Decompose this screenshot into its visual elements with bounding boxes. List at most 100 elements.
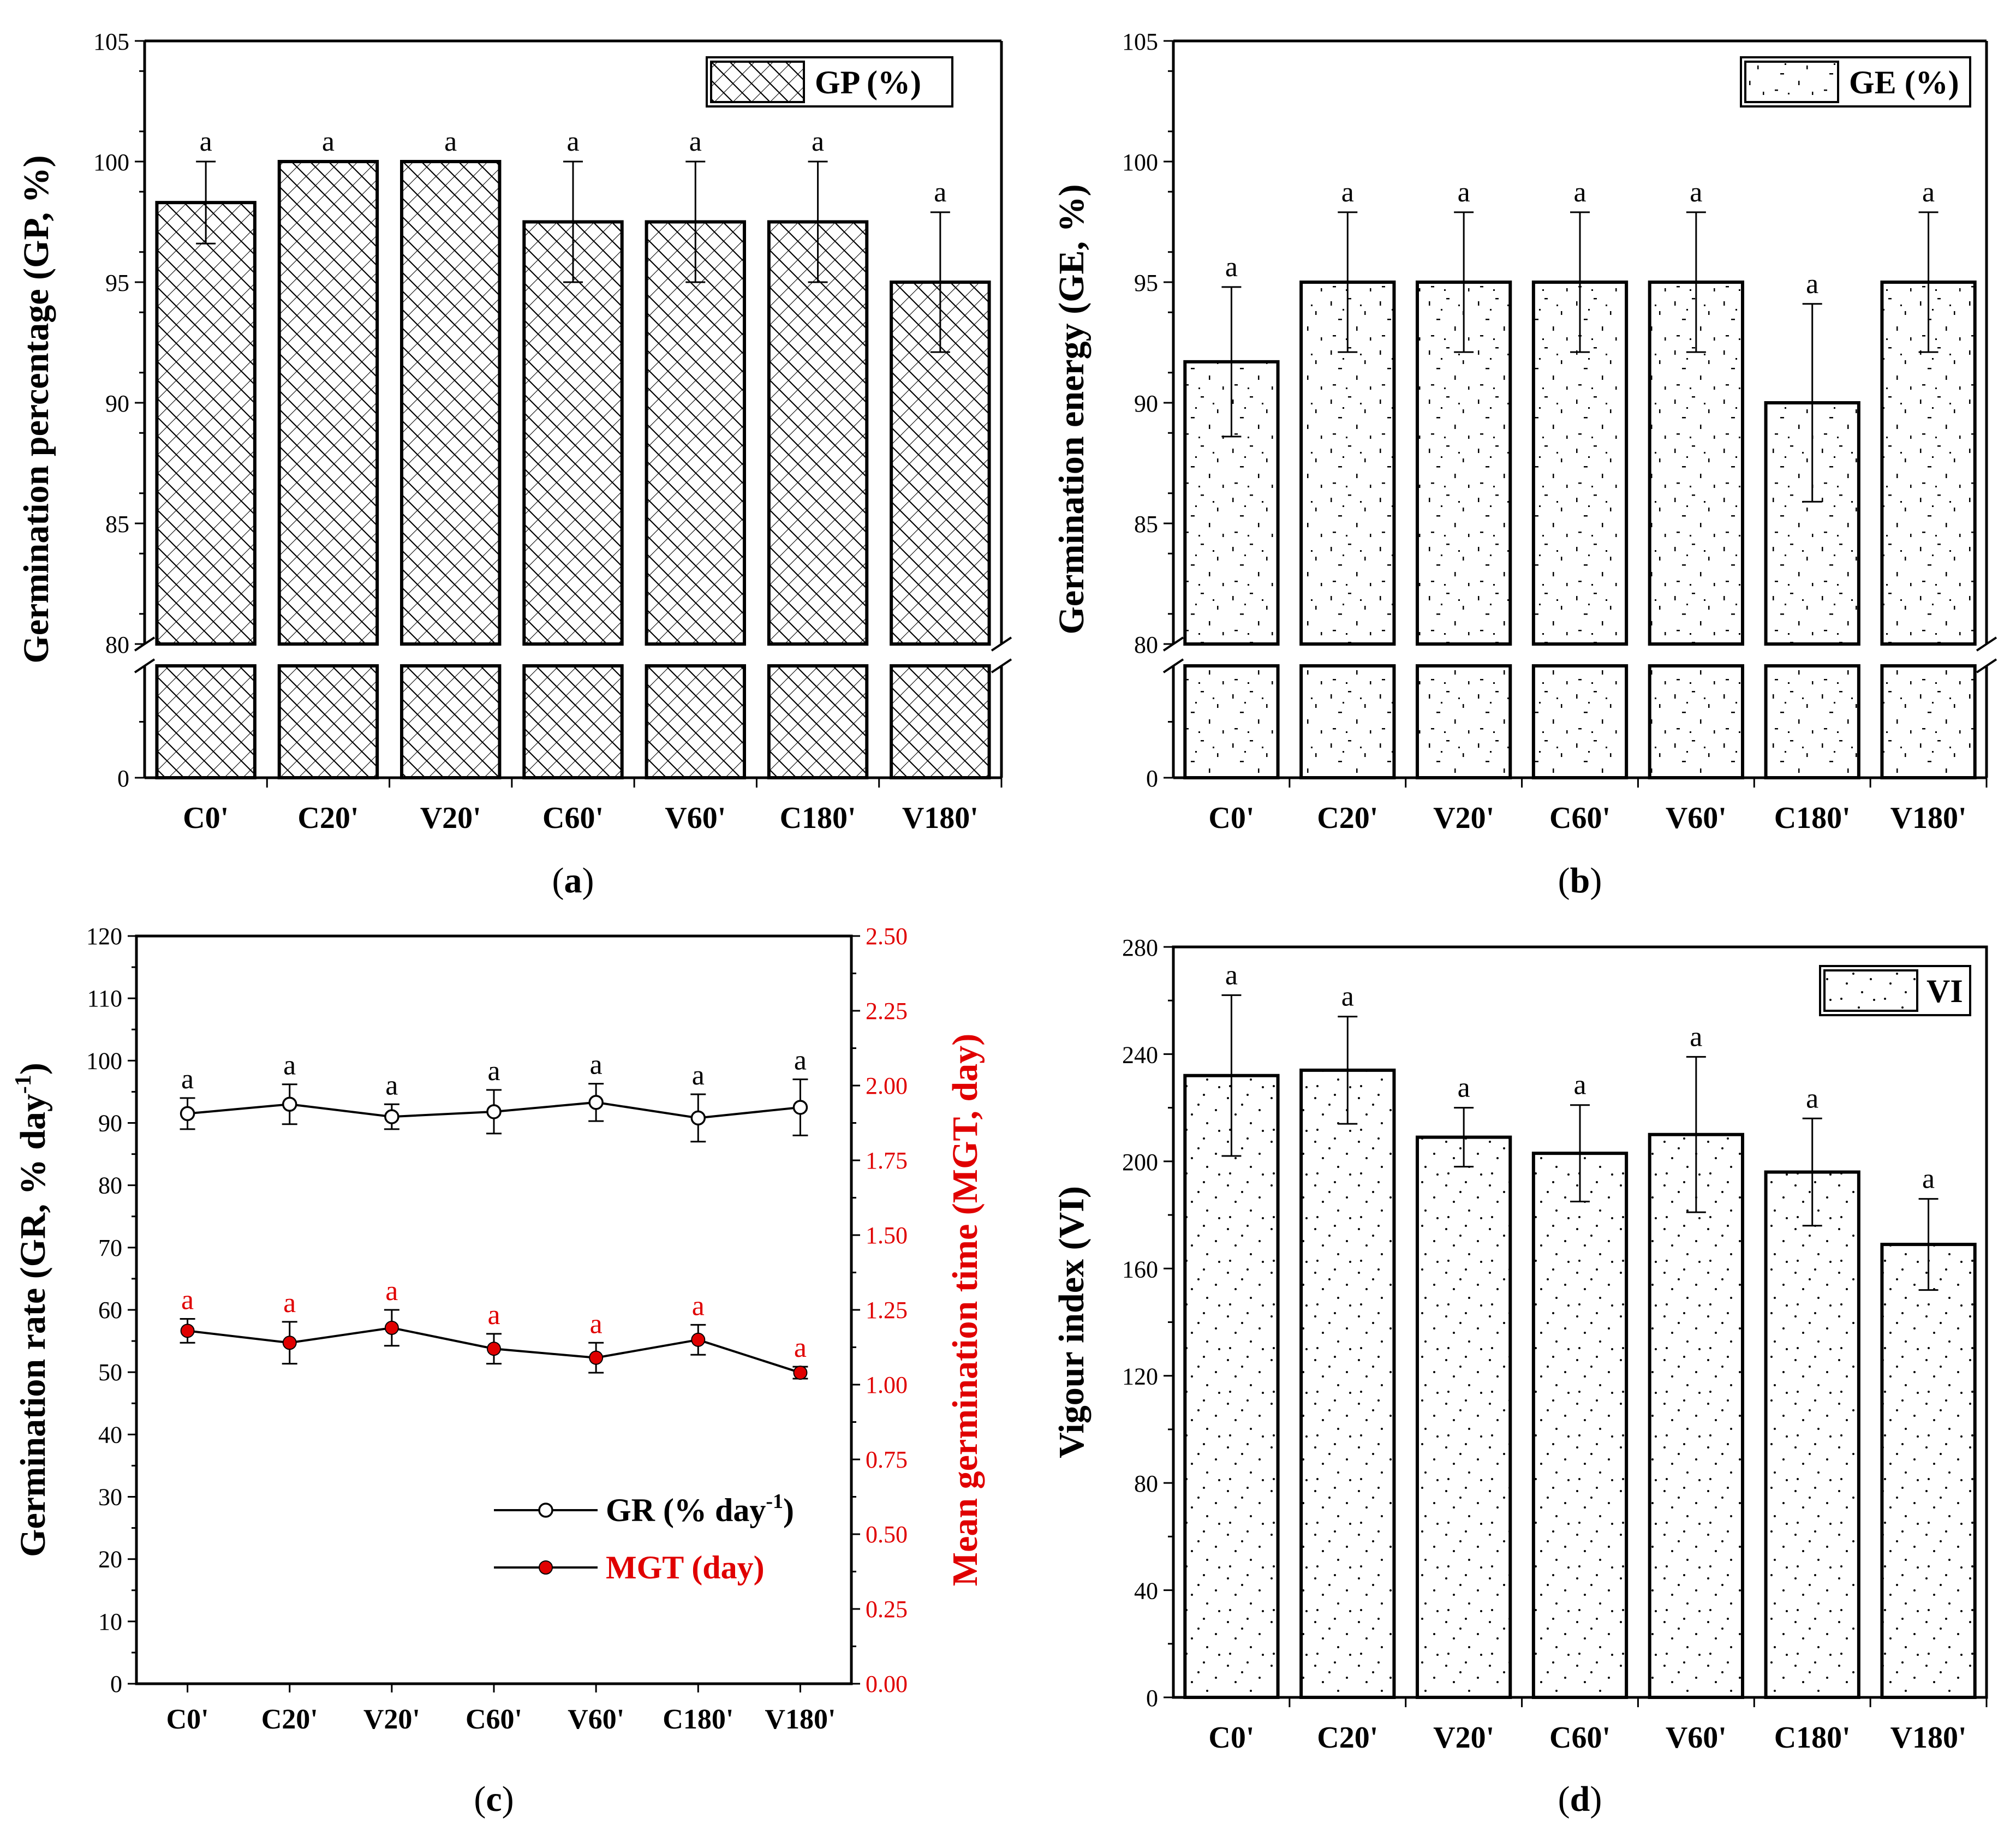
y-tick-label: 120 [86, 923, 122, 950]
significance-label: a [1690, 1021, 1702, 1052]
significance-label: a [1573, 177, 1586, 208]
bar-c180 [767, 220, 869, 646]
significance-label: a [1341, 177, 1354, 208]
significance-label: a [1225, 959, 1238, 991]
significance-label: a [283, 1050, 296, 1081]
category-label: C0' [183, 801, 229, 835]
mgt-point [180, 1324, 195, 1338]
y-tick-label: 0 [1146, 765, 1158, 792]
significance-label: a [181, 1064, 194, 1095]
axis-break-mark [991, 658, 1012, 673]
significance-label: a [812, 126, 824, 157]
category-label: C0' [166, 1704, 209, 1735]
category-label: V60' [1666, 1721, 1727, 1755]
mgt-point [487, 1342, 501, 1356]
category-label: V180' [902, 801, 979, 835]
y-tick-label: 10 [98, 1608, 122, 1635]
category-label: C60' [1549, 1721, 1611, 1755]
bar-v60 [1648, 1132, 1745, 1699]
category-label: V20' [1433, 801, 1494, 835]
gr-point [690, 1110, 706, 1126]
y2-tick-label: 2.25 [866, 998, 908, 1024]
gr-point [180, 1106, 195, 1122]
significance-label: a [1806, 269, 1818, 300]
category-label: C0' [1208, 801, 1254, 835]
significance-label: a [181, 1284, 194, 1315]
significance-label: a [794, 1045, 807, 1076]
category-label: C60' [542, 801, 604, 835]
significance-label: a [590, 1050, 603, 1081]
significance-label: a [934, 177, 946, 208]
category-label: C180' [663, 1704, 733, 1735]
category-label: V20' [420, 801, 481, 835]
y-tick-label: 100 [93, 149, 129, 176]
panel-d-vigour-index: a C0' a C20' a V20' a C60' a V60' a C180' a V180' 0 40 8… [1052, 934, 1988, 1819]
bar-lower-c60 [1531, 664, 1629, 779]
bar-lower-c180 [767, 664, 869, 779]
legend-gr-text: GR (% day [606, 1492, 766, 1528]
category-label: C60' [466, 1704, 522, 1735]
gr-point [588, 1095, 604, 1110]
y-tick-label: 80 [98, 1172, 122, 1199]
y-tick-label: 105 [93, 28, 129, 55]
significance-label: a [283, 1287, 296, 1319]
bar-c20 [277, 160, 379, 646]
legend-gr-sup: -1 [766, 1490, 783, 1513]
axis-break-gap [130, 646, 1016, 664]
y-tick-label: 80 [105, 631, 129, 658]
panel-label: (a) [552, 861, 594, 901]
bar-lower-c20 [1299, 664, 1396, 779]
panel-label-open: ( [1558, 1779, 1570, 1819]
legend-swatch [1823, 969, 1918, 1012]
bar-v180 [1880, 1243, 1977, 1700]
panel-label-letter: a [564, 861, 582, 901]
bar-v20 [1416, 1135, 1512, 1699]
category-label: V60' [1666, 801, 1727, 835]
mgt-point [589, 1350, 604, 1365]
legend-swatch [1744, 61, 1839, 103]
bar-v60 [645, 220, 746, 646]
bar-c0 [1183, 1074, 1280, 1699]
y-tick-label: 100 [86, 1047, 122, 1074]
y2-tick-label: 1.25 [866, 1297, 908, 1324]
y-tick-label: 120 [1122, 1363, 1158, 1390]
panel-label-close: ) [582, 861, 594, 901]
y2-tick-label: 0.00 [866, 1671, 908, 1697]
legend-label: VI [1926, 973, 1963, 1009]
significance-label: a [487, 1056, 500, 1087]
y-tick-label: 95 [1134, 270, 1158, 296]
bar-lower-c20 [277, 664, 379, 779]
bar-c180 [1764, 401, 1860, 646]
y-tick-label: 240 [1122, 1041, 1158, 1068]
y-tick-label: 0 [110, 1671, 122, 1697]
bar-lower-v180 [890, 664, 991, 779]
significance-label: a [692, 1290, 705, 1321]
axis-break-mark [1976, 658, 1997, 673]
legend-label: GP (%) [815, 64, 921, 100]
panel-label: (c) [474, 1779, 514, 1819]
legend-swatch [710, 61, 805, 103]
bar-lower-c60 [522, 664, 624, 779]
significance-label: a [322, 126, 335, 157]
axis-break-mark [991, 636, 1012, 652]
y-tick-label: 160 [1122, 1256, 1158, 1283]
y-tick-label: 30 [98, 1484, 122, 1511]
y2-tick-label: 0.50 [866, 1521, 908, 1548]
bar-lower-v20 [1416, 664, 1512, 779]
category-label: C20' [261, 1704, 318, 1735]
y-axis-title-sup: -1 [11, 1075, 36, 1094]
category-label: C180' [780, 801, 856, 835]
y-tick-label: 200 [1122, 1149, 1158, 1176]
gr-point [384, 1109, 399, 1124]
mgt-point [282, 1336, 297, 1350]
category-label: V20' [363, 1704, 420, 1735]
legend: VI [1819, 965, 1971, 1016]
panel-label-letter: b [1570, 861, 1590, 901]
bar-v20 [400, 160, 502, 646]
category-label: C20' [1317, 801, 1378, 835]
y-axis-title: Vigour index (VI) [1052, 1186, 1091, 1458]
gr-point [282, 1096, 297, 1112]
panel-label-close: ) [502, 1779, 514, 1819]
significance-label: a [692, 1060, 705, 1091]
